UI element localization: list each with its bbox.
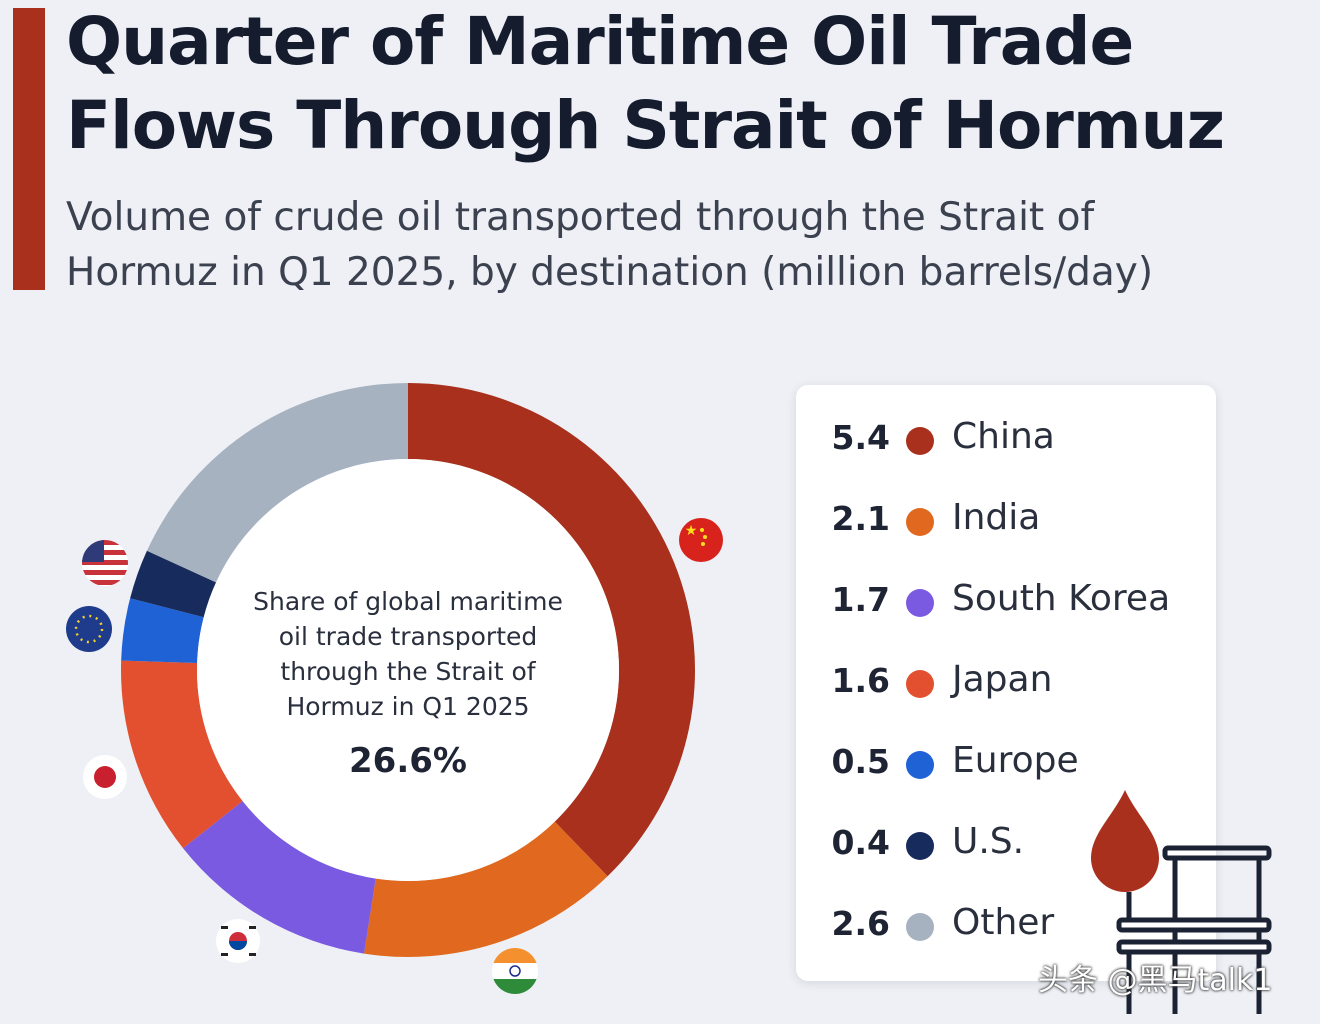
donut-hole (197, 459, 619, 881)
slice-other (146, 383, 409, 583)
legend-item-other: 2.6 Other (796, 898, 1216, 948)
legend-item-europe: 0.5 Europe (796, 736, 1216, 786)
svg-text:★: ★ (685, 523, 698, 539)
oil-drop-barrel-icon (1091, 790, 1272, 1014)
slice-u-s (130, 550, 217, 618)
legend-item-japan: 1.6 Japan (796, 655, 1216, 705)
legend-value: 5.4 (831, 418, 890, 457)
legend-value: 2.1 (831, 499, 890, 538)
legend-value: 1.7 (831, 580, 890, 619)
accent-bar (13, 8, 45, 290)
watermark: 头条 @黑马talk1 (1038, 963, 1273, 998)
center-value: 26.6% (349, 741, 467, 781)
chart-title: Quarter of Maritime Oil Trade Flows Thro… (66, 0, 1316, 168)
legend-item-south-korea: 1.7 South Korea (796, 574, 1216, 624)
legend-label: Europe (952, 740, 1079, 781)
legend-label: Other (952, 902, 1055, 943)
us-flag-icon (82, 540, 128, 586)
legend-dot (906, 589, 934, 617)
legend-label: China (952, 416, 1055, 457)
center-line-1: Share of global maritime (253, 587, 563, 616)
chart-subtitle: Volume of crude oil transported through … (66, 190, 1266, 300)
south-korea-flag-icon (216, 919, 260, 963)
donut-slices (120, 383, 696, 957)
legend-label: India (952, 497, 1041, 538)
legend-label: South Korea (952, 578, 1171, 619)
legend-dot (906, 913, 934, 941)
center-label: Share of global maritime oil trade trans… (253, 587, 563, 781)
slice-japan (120, 660, 243, 849)
slice-europe (121, 598, 204, 664)
center-line-4: Hormuz in Q1 2025 (286, 692, 529, 721)
india-flag-icon (492, 948, 538, 994)
legend-value: 1.6 (831, 661, 890, 700)
eu-flag-icon (66, 606, 112, 652)
legend-value: 0.4 (831, 823, 890, 862)
legend-label: U.S. (952, 821, 1025, 862)
legend-dot (906, 508, 934, 536)
title-line-1: Quarter of Maritime Oil Trade (66, 3, 1134, 80)
legend-dot (906, 832, 934, 860)
subtitle-line-1: Volume of crude oil transported through … (66, 195, 1095, 240)
legend-label: Japan (952, 659, 1053, 700)
japan-flag-icon (83, 755, 127, 799)
legend-dot (906, 427, 934, 455)
legend-item-china: 5.4 China (796, 412, 1216, 462)
legend-value: 2.6 (831, 904, 890, 943)
slice-south-korea (183, 801, 376, 954)
subtitle-line-2: Hormuz in Q1 2025, by destination (milli… (66, 250, 1154, 295)
center-line-3: through the Strait of (280, 657, 536, 686)
legend-item-india: 2.1 India (796, 493, 1216, 543)
slice-china (408, 383, 696, 877)
slice-india (364, 821, 608, 957)
legend: 5.4 China 2.1 India 1.7 South Korea 1.6 … (796, 385, 1216, 981)
legend-value: 0.5 (831, 742, 890, 781)
legend-dot (906, 751, 934, 779)
china-flag-icon: ★ (679, 518, 723, 562)
center-line-2: oil trade transported (279, 622, 538, 651)
legend-item-us: 0.4 U.S. (796, 817, 1216, 867)
title-line-2: Flows Through Strait of Hormuz (66, 87, 1225, 164)
legend-dot (906, 670, 934, 698)
